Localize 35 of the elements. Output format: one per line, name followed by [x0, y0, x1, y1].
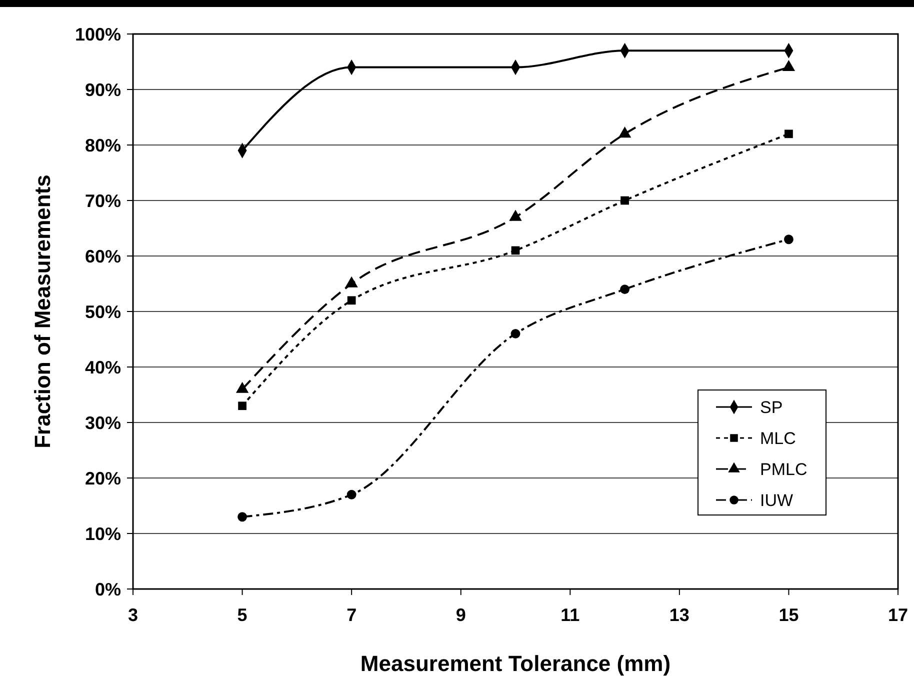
y-tick-label: 10% — [84, 524, 121, 544]
legend-label: IUW — [760, 490, 794, 510]
point — [784, 130, 793, 138]
y-axis-title: Fraction of Measurements — [30, 174, 55, 448]
y-tick-label: 50% — [84, 302, 121, 322]
x-tick-label: 3 — [128, 605, 138, 625]
point — [238, 512, 248, 522]
legend-label: MLC — [760, 428, 796, 448]
y-tick-label: 0% — [94, 579, 121, 600]
point — [784, 234, 794, 244]
point — [238, 402, 246, 410]
point — [511, 246, 520, 255]
y-tick-label: 30% — [84, 412, 121, 433]
x-tick-label: 15 — [778, 605, 799, 625]
x-tick-label: 9 — [456, 605, 466, 625]
point — [510, 328, 520, 338]
point — [620, 196, 629, 205]
x-tick-label: 13 — [669, 605, 690, 625]
y-tick-label: 60% — [84, 246, 121, 266]
point — [620, 284, 630, 294]
y-tick-label: 40% — [84, 357, 121, 378]
y-tick-label: 90% — [84, 80, 121, 100]
x-tick-label: 17 — [888, 605, 908, 625]
legend-label: PMLC — [760, 460, 808, 479]
x-tick-label: 7 — [346, 605, 357, 625]
y-tick-label: 80% — [84, 135, 121, 156]
x-tick-label: 11 — [560, 605, 580, 625]
x-tick-label: 5 — [237, 605, 248, 625]
y-tick-label: 100% — [74, 24, 121, 44]
point — [346, 490, 356, 500]
y-tick-label: 20% — [84, 468, 121, 488]
point — [347, 296, 356, 305]
legend-label: SP — [760, 398, 783, 417]
x-axis-title: Measurement Tolerance (mm) — [360, 651, 671, 676]
y-tick-label: 70% — [84, 190, 121, 211]
